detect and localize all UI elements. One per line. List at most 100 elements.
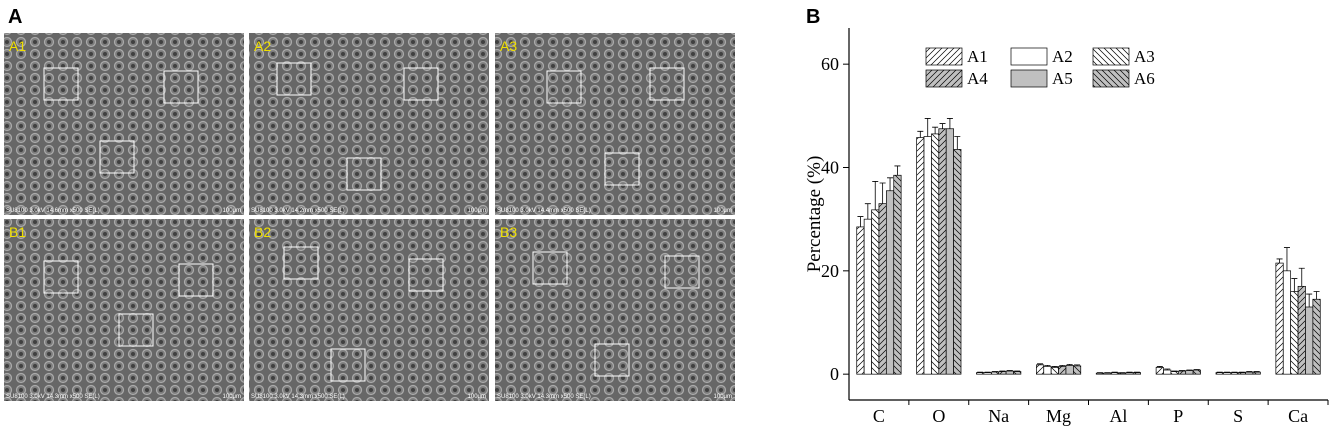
bar [1290, 291, 1299, 375]
error-bar [1096, 372, 1103, 374]
error-bar [1224, 371, 1231, 373]
bar [1177, 370, 1187, 375]
error-bar [939, 123, 946, 129]
x-tick-label: P [1173, 406, 1183, 426]
roi-box [276, 62, 312, 96]
x-tick-label: Mg [1046, 406, 1071, 426]
scale-label: 100μm [468, 394, 486, 400]
error-bar [1291, 278, 1298, 292]
error-bar [1133, 371, 1140, 373]
image-label: A2 [254, 38, 271, 54]
image-label: A1 [9, 38, 26, 54]
image-caption: SU8100 3.0kV 14.6mm x500 SE(L) [6, 208, 100, 214]
error-bar [857, 216, 864, 227]
roi-box [43, 67, 79, 101]
error-bar [1074, 364, 1081, 366]
image-caption: SU8100 3.0kV 14.2mm x500 SE(L) [251, 208, 345, 214]
error-bar [1193, 369, 1200, 371]
image-label: B1 [9, 224, 26, 240]
x-tick-label: C [873, 406, 885, 426]
bar [983, 372, 992, 375]
image-shade [495, 33, 735, 215]
bar [1282, 270, 1292, 375]
bar [1043, 366, 1052, 375]
error-bar [1179, 370, 1186, 372]
sem-image [249, 219, 489, 401]
roi-box [594, 343, 630, 377]
y-tick-label: 40 [821, 158, 839, 178]
bar [1036, 364, 1045, 375]
error-bar [977, 371, 984, 373]
error-bar [887, 177, 894, 191]
bar [893, 174, 902, 375]
y-tick-label: 60 [821, 54, 839, 74]
y-axis-label: Percentage (%) [804, 156, 825, 273]
bar [998, 371, 1007, 375]
bar [1050, 367, 1059, 375]
image-caption: SU8100 3.0kV 14.4mm x500 SE(L) [497, 208, 591, 214]
error-bar [1313, 291, 1320, 300]
error-bar [1066, 363, 1073, 366]
x-tick-label: Na [988, 406, 1009, 426]
image-caption: SU8100 3.0kV 14.3mm x500 SE(L) [6, 394, 100, 400]
image-shade [495, 219, 735, 401]
bar [1073, 365, 1082, 375]
image-caption: SU8100 3.0kV 14.3mm x500 SE(L) [497, 394, 591, 400]
x-tick-label: Ca [1288, 406, 1308, 426]
bar [1065, 365, 1074, 375]
x-tick-label: Al [1109, 406, 1127, 426]
scale-label: 100μm [714, 208, 732, 214]
legend-swatch [925, 47, 963, 66]
legend-label: A2 [1052, 47, 1073, 66]
roi-box [532, 251, 568, 285]
error-bar [1126, 371, 1133, 373]
bar [923, 136, 932, 375]
bar [953, 149, 962, 375]
roi-box [604, 152, 640, 186]
bar [938, 128, 947, 375]
bar [1305, 306, 1314, 375]
roi-box [43, 260, 79, 294]
error-bar [1276, 258, 1283, 264]
bar [1312, 298, 1321, 375]
error-bar [1171, 370, 1178, 372]
roi-box [649, 67, 685, 101]
image-label: A3 [500, 38, 517, 54]
error-bar [1104, 372, 1111, 374]
error-bar [932, 126, 939, 134]
panel-label: A [8, 6, 22, 28]
y-tick-label: 0 [830, 364, 839, 384]
bar [1110, 372, 1119, 375]
bar [1223, 372, 1232, 375]
error-bar [1111, 371, 1118, 373]
x-tick-label: S [1233, 406, 1243, 426]
image-shade [4, 219, 244, 401]
roi-box [546, 70, 582, 104]
bar [1215, 372, 1224, 375]
error-bar [872, 181, 879, 210]
bar [1013, 371, 1022, 375]
bar [1005, 370, 1014, 375]
error-bar [984, 371, 991, 373]
error-bar [946, 118, 953, 129]
bar [871, 209, 880, 375]
bar [1170, 371, 1179, 375]
panel-label: B [806, 6, 820, 28]
roi-box [283, 246, 319, 280]
image-label: B2 [254, 224, 271, 240]
roi-box [99, 140, 135, 174]
image-shade [4, 33, 244, 215]
scale-label: 100μm [223, 394, 241, 400]
error-bar [954, 136, 961, 150]
image-label: B3 [500, 224, 517, 240]
error-bar [1246, 371, 1253, 373]
error-bar [1014, 370, 1021, 372]
error-bar [1238, 371, 1245, 373]
roi-box [408, 258, 444, 292]
bar [1125, 372, 1134, 375]
legend-label: A1 [967, 47, 988, 66]
sem-image [4, 33, 244, 215]
error-bar [1216, 371, 1223, 373]
